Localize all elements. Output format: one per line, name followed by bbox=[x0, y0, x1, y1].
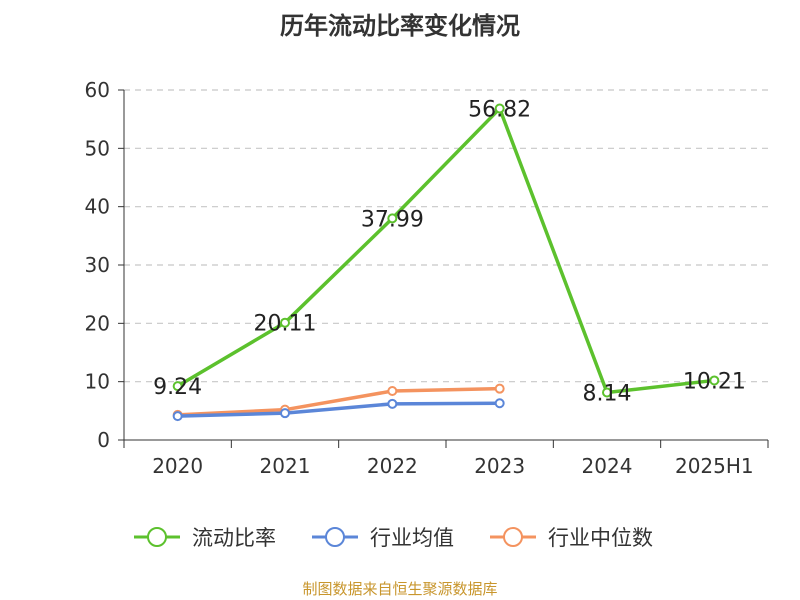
x-tick-label: 2023 bbox=[474, 454, 525, 478]
series-line-1 bbox=[177, 401, 500, 418]
x-tick-label: 2025H1 bbox=[675, 454, 754, 478]
chart-title: 历年流动比率变化情况 bbox=[280, 12, 520, 40]
x-tick-label: 2022 bbox=[367, 454, 418, 478]
data-point bbox=[387, 386, 398, 396]
data-point bbox=[387, 398, 398, 409]
axes: 0 10 20 30 40 50 60 2020 2021 2022 2023 2024 2025H1 bbox=[85, 78, 769, 478]
y-tick-label: 50 bbox=[85, 136, 110, 160]
data-label: 37.99 bbox=[361, 207, 424, 232]
legend: 流动比率 行业均值 行业中位数 bbox=[134, 526, 653, 550]
data-point bbox=[172, 381, 183, 392]
source-footer: 制图数据来自恒生聚源数据库 bbox=[302, 580, 498, 598]
data-label: 9.24 bbox=[153, 375, 202, 400]
data-point bbox=[602, 387, 612, 398]
data-point bbox=[494, 398, 505, 409]
legend-marker bbox=[147, 527, 167, 547]
legend-marker bbox=[325, 527, 345, 547]
data-point bbox=[709, 375, 720, 386]
y-tick-label: 0 bbox=[97, 428, 110, 452]
data-label: 8.14 bbox=[583, 382, 632, 407]
x-tick-label: 2020 bbox=[152, 454, 203, 478]
data-point bbox=[280, 317, 290, 328]
y-tick-label: 30 bbox=[85, 253, 110, 277]
data-point bbox=[280, 408, 290, 419]
data-label: 56.82 bbox=[468, 98, 531, 123]
data-label: 20.11 bbox=[254, 312, 317, 337]
data-point bbox=[494, 383, 505, 394]
data-point bbox=[172, 411, 183, 422]
legend-item-2: 行业中位数 bbox=[490, 526, 653, 550]
data-point bbox=[387, 213, 398, 224]
data-labels: 9.24 20.11 37.99 56.82 8.14 10.21 bbox=[153, 98, 746, 407]
series-line-2 bbox=[177, 386, 500, 417]
x-tick-label: 2024 bbox=[582, 454, 633, 478]
x-tick-label: 2021 bbox=[260, 454, 311, 478]
y-tick-label: 40 bbox=[85, 195, 110, 219]
grid-lines bbox=[124, 89, 768, 383]
data-point bbox=[494, 103, 505, 114]
data-label: 10.21 bbox=[683, 369, 746, 394]
series-line-0 bbox=[176, 106, 715, 395]
y-tick-label: 60 bbox=[85, 78, 110, 102]
y-tick-label: 10 bbox=[85, 370, 110, 394]
legend-item-1: 行业均值 bbox=[312, 526, 454, 550]
y-tick-label: 20 bbox=[85, 311, 110, 335]
legend-marker bbox=[503, 527, 523, 547]
legend-label: 流动比率 bbox=[192, 526, 276, 550]
legend-label: 行业中位数 bbox=[548, 526, 653, 550]
legend-item-0: 流动比率 bbox=[134, 526, 276, 550]
series-layer bbox=[172, 103, 720, 422]
legend-label: 行业均值 bbox=[370, 526, 454, 550]
